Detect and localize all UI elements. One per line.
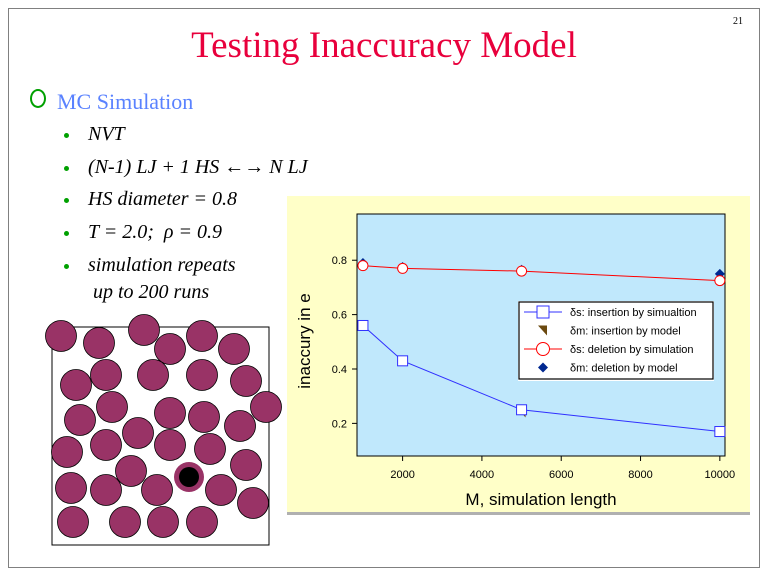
lj-particle — [57, 506, 89, 538]
lj-particle — [154, 397, 186, 429]
bullet-item: (N-1) LJ + 1 HS ←→ N LJ — [88, 156, 308, 178]
lj-particle — [64, 404, 96, 436]
lj-particle — [186, 506, 218, 538]
lj-particle — [128, 314, 160, 346]
legend — [518, 301, 714, 380]
legend-marker-triangle — [538, 325, 547, 336]
y-tick-label: 0.2 — [332, 418, 347, 430]
legend-label: δm: insertion by model — [570, 326, 681, 338]
data-point-square — [516, 404, 528, 416]
data-point-square — [357, 319, 369, 331]
legend-marker-diamond — [538, 362, 548, 373]
data-point-square — [397, 355, 409, 367]
lj-particle — [230, 449, 262, 481]
lj-particle — [137, 359, 169, 391]
lj-particle — [60, 369, 92, 401]
x-tick-label: 8000 — [628, 469, 652, 481]
x-axis-label: M, simulation length — [465, 490, 616, 509]
bullet-dot-icon — [64, 231, 69, 236]
x-tick-label: 4000 — [470, 469, 494, 481]
lj-particle — [218, 333, 250, 365]
circle-bullet-icon — [30, 89, 46, 108]
x-tick-label: 10000 — [705, 469, 736, 481]
bullet-dot-icon — [64, 264, 69, 269]
bullet-dot-icon — [64, 133, 69, 138]
lj-particle — [55, 472, 87, 504]
lj-particle — [186, 320, 218, 352]
lj-particle — [188, 401, 220, 433]
lj-particle — [96, 391, 128, 423]
bullet-item-continuation: up to 200 runs — [88, 281, 210, 303]
bullet-item: NVT — [88, 123, 125, 145]
lj-particle — [186, 359, 218, 391]
section-heading: MC Simulation — [57, 89, 194, 114]
data-point-circle — [397, 262, 409, 274]
series-line — [362, 325, 720, 433]
lj-particle — [122, 417, 154, 449]
lj-particle — [250, 391, 282, 423]
bullet-item: HS diameter = 0.8 — [88, 188, 238, 210]
slide-title: Testing Inaccuracy Model — [191, 25, 577, 66]
lj-particle — [154, 429, 186, 461]
data-point-circle — [357, 260, 369, 272]
lj-particle — [51, 436, 83, 468]
lj-particle — [194, 433, 226, 465]
lj-particle — [45, 320, 77, 352]
bullet-dot-icon — [64, 198, 69, 203]
lj-particle — [90, 359, 122, 391]
legend-label: δs: deletion by simulation — [570, 344, 694, 356]
lj-particle — [205, 474, 237, 506]
y-tick-label: 0.4 — [332, 364, 347, 376]
slide-frame — [8, 8, 760, 568]
series-line — [362, 265, 720, 282]
legend-label: δs: insertion by simualtion — [570, 307, 697, 319]
bullet-item: T = 2.0; ρ = 0.9 — [88, 221, 223, 243]
lj-particle — [224, 410, 256, 442]
data-point-circle — [516, 265, 528, 277]
bullet-item: simulation repeats — [88, 254, 236, 276]
lj-particle — [83, 327, 115, 359]
hs-particle — [179, 467, 199, 487]
data-point-square — [714, 426, 726, 438]
data-point-circle — [714, 275, 726, 287]
x-tick-label: 6000 — [549, 469, 573, 481]
lj-particle — [147, 506, 179, 538]
lj-particle — [230, 365, 262, 397]
y-tick-label: 0.8 — [332, 255, 347, 267]
y-axis-label: inaccury in e — [295, 293, 314, 388]
lj-particle — [154, 333, 186, 365]
y-tick-label: 0.6 — [332, 310, 347, 322]
legend-marker-circle — [536, 342, 550, 356]
lj-particle — [115, 455, 147, 487]
legend-label: δm: deletion by model — [570, 363, 678, 375]
lj-particle — [141, 474, 173, 506]
x-tick-label: 2000 — [390, 469, 414, 481]
lj-particle — [90, 474, 122, 506]
legend-marker-square — [536, 305, 550, 319]
bullet-dot-icon — [64, 166, 69, 171]
lj-particle — [109, 506, 141, 538]
page-number: 21 — [733, 16, 743, 27]
lj-particle — [237, 487, 269, 519]
lj-particle — [90, 429, 122, 461]
